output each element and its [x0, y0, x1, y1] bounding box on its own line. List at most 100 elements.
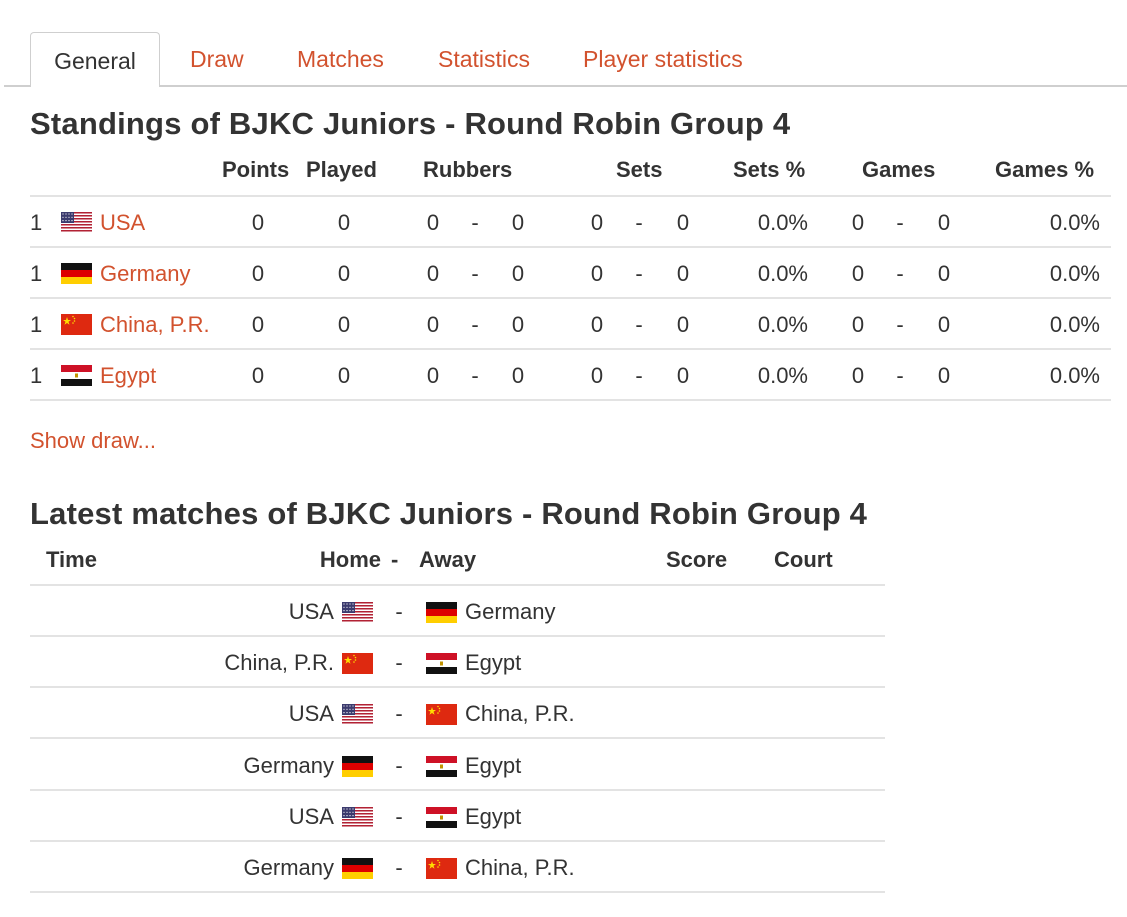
egypt-flag-icon — [426, 806, 457, 828]
home-team-cell[interactable]: China, P.R. — [224, 650, 334, 676]
sets-pct-cell: 0.0% — [757, 363, 808, 388]
match-dash: - — [395, 701, 403, 727]
germany-flag-icon — [426, 602, 457, 623]
team-link[interactable]: China, P.R. — [100, 312, 210, 337]
home-team-cell[interactable]: USA — [288, 701, 334, 727]
sets-dash: - — [635, 210, 643, 235]
away-team-cell[interactable]: Germany — [465, 599, 556, 624]
match-dash: - — [395, 803, 403, 829]
china-flag-icon — [426, 858, 457, 879]
team-link[interactable]: Germany — [100, 261, 191, 286]
row-rule — [30, 399, 1111, 401]
played-cell: 0 — [337, 312, 351, 337]
header-separator: - — [391, 547, 399, 572]
sets-lost-cell: 0 — [676, 363, 690, 388]
sets-won-cell: 0 — [590, 312, 604, 337]
tab-statistics[interactable]: Statistics — [438, 46, 531, 72]
games-won-cell: 0 — [851, 312, 865, 337]
matches-title: Latest matches of BJKC Juniors - Round R… — [30, 496, 868, 531]
rubbers-dash: - — [471, 363, 479, 388]
team-link[interactable]: USA — [100, 210, 146, 235]
tab-general[interactable]: General — [30, 32, 160, 89]
usa-flag-icon — [61, 212, 92, 233]
sets-pct-cell: 0.0% — [757, 312, 808, 337]
header-home: Home — [319, 547, 381, 572]
rubbers-won-cell: 0 — [426, 363, 440, 388]
china-flag-icon — [61, 314, 92, 335]
points-cell: 0 — [251, 261, 265, 286]
tab-draw[interactable]: Draw — [190, 46, 244, 72]
home-team-cell[interactable]: USA — [288, 803, 334, 829]
rubbers-dash: - — [471, 261, 479, 286]
show-draw-link[interactable]: Show draw... — [30, 428, 156, 453]
egypt-flag-icon — [426, 653, 457, 675]
sets-lost-cell: 0 — [676, 261, 690, 286]
header-played: Played — [306, 157, 377, 182]
away-team-cell[interactable]: Egypt — [465, 650, 522, 676]
away-team-cell[interactable]: Egypt — [465, 803, 522, 829]
games-won-cell: 0 — [851, 210, 865, 235]
away-team-cell[interactable]: Egypt — [465, 752, 522, 778]
games-pct-cell: 0.0% — [1049, 312, 1100, 337]
tab-matches[interactable]: Matches — [297, 46, 384, 72]
standings-title: Standings of BJKC Juniors - Round Robin … — [30, 106, 791, 141]
usa-flag-icon — [342, 602, 373, 623]
match-dash: - — [395, 650, 403, 676]
games-pct-cell: 0.0% — [1049, 210, 1100, 235]
rubbers-lost-cell: 0 — [511, 261, 525, 286]
games-dash: - — [896, 261, 904, 286]
games-won-cell: 0 — [851, 363, 865, 388]
row-rule — [30, 891, 885, 893]
games-lost-cell: 0 — [937, 312, 951, 337]
rubbers-won-cell: 0 — [426, 312, 440, 337]
china-flag-icon — [426, 704, 457, 726]
match-dash: - — [395, 855, 403, 880]
header-points: Points — [222, 157, 290, 182]
played-cell: 0 — [337, 363, 351, 388]
usa-flag-icon — [342, 704, 373, 726]
home-team-cell[interactable]: USA — [288, 599, 334, 624]
games-pct-cell: 0.0% — [1049, 261, 1100, 286]
rank-cell: 1 — [30, 210, 43, 235]
header-rubbers: Rubbers — [423, 157, 513, 182]
germany-flag-icon — [61, 263, 92, 284]
header-court: Court — [774, 547, 833, 572]
row-rule — [30, 635, 885, 637]
row-rule — [30, 839, 885, 842]
games-lost-cell: 0 — [937, 261, 951, 286]
china-flag-icon — [342, 653, 373, 675]
header-score: Score — [666, 547, 728, 572]
tab-player-statistics[interactable]: Player statistics — [583, 46, 743, 72]
rank-cell: 1 — [30, 363, 43, 388]
sets-won-cell: 0 — [590, 261, 604, 286]
row-rule — [30, 737, 885, 740]
home-team-cell[interactable]: Germany — [243, 752, 334, 778]
header-games: Games — [862, 157, 936, 182]
tab-bar: General Draw Matches Statistics Player s… — [0, 0, 1127, 89]
points-cell: 0 — [251, 210, 265, 235]
egypt-flag-icon — [61, 365, 92, 386]
sets-pct-cell: 0.0% — [757, 261, 808, 286]
games-pct-cell: 0.0% — [1049, 363, 1100, 388]
played-cell: 0 — [337, 261, 351, 286]
rubbers-dash: - — [471, 210, 479, 235]
away-team-cell[interactable]: China, P.R. — [465, 701, 575, 727]
rubbers-lost-cell: 0 — [511, 363, 525, 388]
row-rule — [30, 686, 885, 689]
sets-lost-cell: 0 — [676, 210, 690, 235]
standings-header-rule — [30, 195, 1111, 197]
games-dash: - — [896, 210, 904, 235]
egypt-flag-icon — [426, 755, 457, 777]
usa-flag-icon — [342, 806, 373, 828]
header-games-pct: Games % — [995, 157, 1095, 182]
sets-dash: - — [635, 312, 643, 337]
home-team-cell[interactable]: Germany — [243, 855, 334, 880]
away-team-cell[interactable]: China, P.R. — [465, 855, 575, 880]
header-sets: Sets — [616, 157, 663, 182]
games-dash: - — [896, 312, 904, 337]
header-sets-pct: Sets % — [733, 157, 806, 182]
header-away: Away — [419, 547, 477, 572]
header-time: Time — [46, 547, 97, 572]
sets-dash: - — [635, 261, 643, 286]
team-link[interactable]: Egypt — [100, 363, 157, 388]
